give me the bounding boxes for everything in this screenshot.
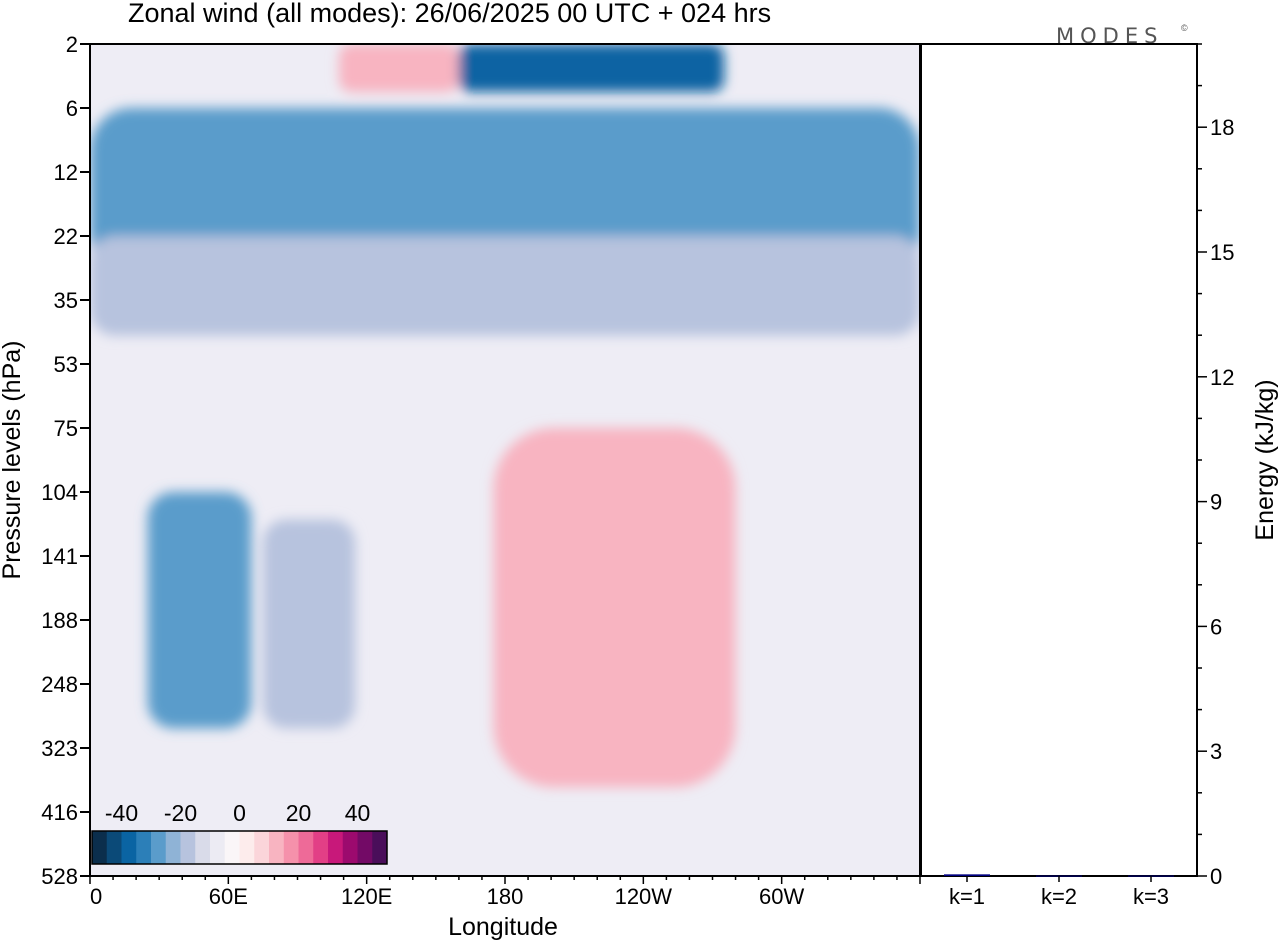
longitude-tick-label: 60W [759,884,804,909]
colorbar: -40 -20 0 20 40 [91,800,388,865]
y-axis-label: Pressure levels (hPa) [0,341,26,580]
wind-region-1 [90,236,920,336]
wind-contours [90,44,920,788]
energy-axis-label: Energy (kJ/kg) [1251,379,1279,540]
colorbar-tick-label: 40 [345,800,371,826]
colorbar-swatch [180,831,196,864]
energy-tick-label: 3 [1210,739,1222,764]
pressure-tick-label: 528 [41,864,78,889]
pressure-tick-label: 53 [54,352,78,377]
energy-category-label: k=1 [949,884,985,909]
colorbar-swatch [210,831,226,864]
longitude-tick-label: 180 [487,884,524,909]
energy-tick-label: 6 [1210,614,1222,639]
pressure-tick-label: 12 [54,160,78,185]
wind-region-6 [493,428,736,788]
pressure-tick-label: 104 [41,480,78,505]
colorbar-swatch [313,831,329,864]
longitude-tick-label: 120E [341,884,392,909]
colorbar-swatch [239,831,255,864]
pressure-tick-label: 188 [41,608,78,633]
colorbar-swatch [224,831,240,864]
brand-mark: © [1181,23,1188,33]
colorbar-frame [91,830,388,865]
wind-region-5 [262,519,356,729]
colorbar-swatch [328,831,344,864]
wind-region-2 [458,44,725,92]
energy-tick-label: 12 [1210,365,1234,390]
colorbar-swatch [357,831,373,864]
longitude-tick-label: 120W [615,884,673,909]
colorbar-swatch [165,831,181,864]
energy-tick-label: 0 [1210,864,1222,889]
pressure-tick-label: 248 [41,672,78,697]
wind-region-0 [90,108,920,276]
energy-tick-label: 15 [1210,240,1234,265]
colorbar-swatch [121,831,137,864]
longitude-axis: 0 60E 120E 180 120W 60W [89,876,921,909]
energy-tick-label: 9 [1210,490,1222,515]
longitude-tick-label: 0 [90,884,102,909]
pressure-tick-label: 141 [41,544,78,569]
colorbar-tick-label: 20 [286,800,312,826]
wind-region-4 [147,492,252,729]
colorbar-swatch [106,831,122,864]
colorbar-swatch [195,831,211,864]
colorbar-swatch [372,831,388,864]
pressure-tick-label: 2 [66,32,78,57]
longitude-tick-label: 60E [209,884,248,909]
energy-bar [944,874,990,876]
colorbar-swatch [342,831,358,864]
pressure-tick-label: 75 [54,416,78,441]
pressure-tick-label: 22 [54,224,78,249]
colorbar-swatch [151,831,167,864]
colorbar-tick-label: -40 [105,800,138,826]
colorbar-tick-label: 0 [233,800,246,826]
colorbar-swatch [254,831,270,864]
colorbar-swatch [136,831,152,864]
energy-panel-frame [920,43,1198,877]
energy-tick-label: 18 [1210,115,1234,140]
energy-axis: 0 3 6 9 12 15 18 [1197,43,1234,889]
energy-category-label: k=2 [1041,884,1077,909]
pressure-tick-label: 35 [54,288,78,313]
colorbar-swatch [92,831,108,864]
wind-region-3 [339,44,459,92]
pressure-tick-label: 416 [41,800,78,825]
colorbar-swatch [283,831,299,864]
colorbar-swatch [298,831,314,864]
colorbar-tick-label: -20 [164,800,197,826]
pressure-tick-label: 323 [41,736,78,761]
wind-heatmap [90,44,920,876]
colorbar-swatch [269,831,285,864]
pressure-tick-label: 6 [66,96,78,121]
pressure-axis: 2 6 12 22 35 53 75 104 141 188 248 323 416 528 [41,32,90,889]
energy-category-label: k=3 [1133,884,1169,909]
energy-bars: k=1 k=2 k=3 [944,874,1174,909]
x-axis-label: Longitude [448,913,558,941]
chart-title: Zonal wind (all modes): 26/06/2025 00 UT… [128,0,771,28]
